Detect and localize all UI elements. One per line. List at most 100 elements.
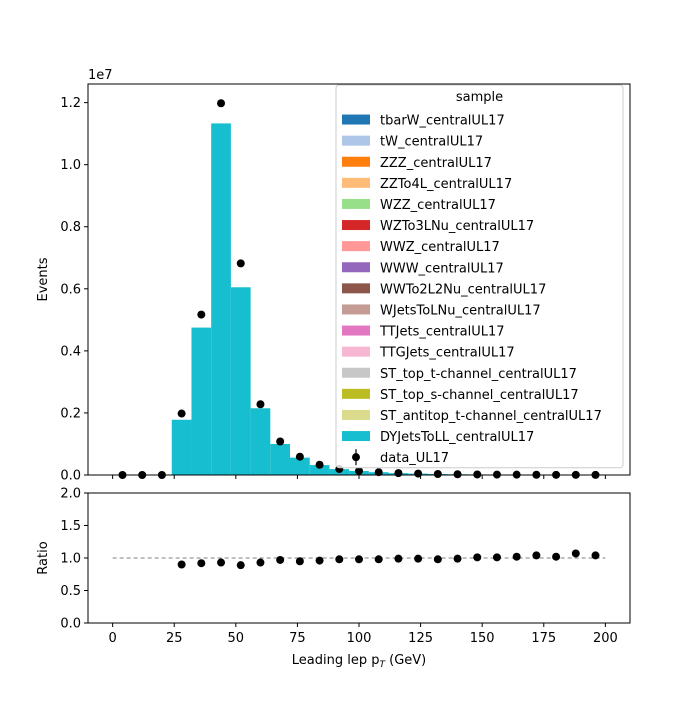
legend-swatch bbox=[342, 304, 370, 314]
legend-swatch bbox=[342, 241, 370, 251]
y-tick-label: 0.8 bbox=[60, 220, 81, 235]
legend-label: tW_centralUL17 bbox=[380, 135, 483, 150]
legend-swatch bbox=[342, 115, 370, 125]
ratio-y-tick-label: 1.0 bbox=[60, 552, 81, 567]
histogram-bar bbox=[251, 408, 271, 475]
legend-swatch bbox=[342, 283, 370, 293]
x-tick-label: 150 bbox=[470, 631, 495, 646]
y-tick-label: 0.0 bbox=[60, 469, 81, 484]
x-tick-label: 175 bbox=[531, 631, 556, 646]
legend-swatch bbox=[342, 347, 370, 357]
legend-swatch bbox=[342, 389, 370, 399]
ratio-point bbox=[316, 557, 324, 565]
legend-swatch bbox=[342, 431, 370, 441]
legend-label: WZZ_centralUL17 bbox=[380, 198, 496, 213]
ratio-point bbox=[454, 555, 462, 563]
legend-label: ST_top_s-channel_centralUL17 bbox=[380, 388, 579, 403]
legend-swatch bbox=[342, 199, 370, 209]
data-point bbox=[296, 453, 304, 461]
ratio-point bbox=[513, 553, 521, 561]
ratio-y-tick-label: 1.5 bbox=[60, 519, 81, 534]
ratio-point bbox=[256, 559, 264, 567]
ratio-point bbox=[296, 557, 304, 565]
legend-data-marker bbox=[352, 453, 360, 461]
legend-label: TTGJets_centralUL17 bbox=[379, 346, 515, 361]
legend-label: WZTo3LNu_centralUL17 bbox=[380, 219, 534, 234]
x-tick-label: 0 bbox=[108, 631, 116, 646]
data-point bbox=[197, 311, 205, 319]
ratio-y-tick-label: 0.0 bbox=[60, 617, 81, 632]
histogram-bar bbox=[270, 444, 290, 475]
data-point bbox=[454, 470, 462, 478]
x-tick-label: 100 bbox=[347, 631, 372, 646]
data-point bbox=[473, 470, 481, 478]
ratio-point bbox=[473, 553, 481, 561]
main-y-axis-label: Events bbox=[36, 257, 51, 301]
legend-swatch bbox=[342, 326, 370, 336]
data-point bbox=[276, 437, 284, 445]
legend-label: WWZ_centralUL17 bbox=[380, 240, 500, 255]
ratio-y-tick-label: 2.0 bbox=[60, 487, 81, 502]
legend-label: ST_top_t-channel_centralUL17 bbox=[380, 367, 577, 382]
ratio-point bbox=[493, 553, 501, 561]
data-point bbox=[217, 99, 225, 107]
data-point bbox=[237, 259, 245, 267]
ratio-y-axis-label: Ratio bbox=[36, 541, 51, 574]
ratio-point bbox=[552, 553, 560, 561]
legend-swatch bbox=[342, 136, 370, 146]
y-tick-label: 1.2 bbox=[60, 96, 81, 111]
x-tick-label: 200 bbox=[593, 631, 618, 646]
legend-label: data_UL17 bbox=[380, 451, 449, 466]
ratio-point bbox=[237, 561, 245, 569]
y-tick-label: 0.2 bbox=[60, 406, 81, 421]
data-point bbox=[178, 410, 186, 418]
legend-swatch bbox=[342, 178, 370, 188]
histogram-bar bbox=[231, 287, 251, 475]
legend-label: WJetsToLNu_centralUL17 bbox=[380, 303, 541, 318]
ratio-point bbox=[414, 555, 422, 563]
ratio-point bbox=[434, 555, 442, 563]
legend-swatch bbox=[342, 262, 370, 272]
histogram-bar bbox=[211, 123, 231, 475]
ratio-point bbox=[572, 549, 580, 557]
legend-swatch bbox=[342, 410, 370, 420]
legend-swatch bbox=[342, 368, 370, 378]
x-tick-label: 75 bbox=[289, 631, 306, 646]
x-tick-label: 125 bbox=[408, 631, 433, 646]
legend-label: TTJets_centralUL17 bbox=[379, 325, 505, 340]
ratio-point bbox=[592, 551, 600, 559]
ratio-point bbox=[217, 559, 225, 567]
legend-label: ST_antitop_t-channel_centralUL17 bbox=[380, 409, 602, 424]
legend-swatch bbox=[342, 220, 370, 230]
y-tick-label: 0.4 bbox=[60, 344, 81, 359]
legend-label: WWW_centralUL17 bbox=[380, 261, 504, 276]
y-tick-label: 1.0 bbox=[60, 158, 81, 173]
histogram-bar bbox=[172, 420, 192, 475]
ratio-point bbox=[394, 555, 402, 563]
data-point bbox=[394, 469, 402, 477]
legend-label: ZZZ_centralUL17 bbox=[380, 156, 492, 171]
data-point bbox=[316, 461, 324, 469]
legend-label: DYJetsToLL_centralUL17 bbox=[380, 430, 534, 445]
ratio-point bbox=[178, 561, 186, 569]
x-tick-label: 25 bbox=[166, 631, 183, 646]
y-tick-label: 0.6 bbox=[60, 282, 81, 297]
data-point bbox=[434, 470, 442, 478]
x-tick-label: 50 bbox=[228, 631, 245, 646]
ratio-point bbox=[355, 555, 363, 563]
legend-label: WWTo2L2Nu_centralUL17 bbox=[380, 282, 546, 297]
x-axis-label: Leading lep pT (GeV) bbox=[292, 653, 426, 670]
ratio-point bbox=[276, 556, 284, 564]
histogram-bar bbox=[191, 328, 211, 475]
data-point bbox=[256, 400, 264, 408]
legend: sample tbarW_centralUL17 tW_centralUL17 ZZ… bbox=[336, 85, 623, 468]
legend-label: tbarW_centralUL17 bbox=[380, 114, 505, 129]
legend-label: ZZTo4L_centralUL17 bbox=[380, 177, 512, 192]
ratio-point bbox=[532, 551, 540, 559]
ratio-point bbox=[375, 555, 383, 563]
legend-swatch bbox=[342, 157, 370, 167]
ratio-y-tick-label: 0.5 bbox=[60, 584, 81, 599]
legend-title: sample bbox=[456, 90, 503, 105]
